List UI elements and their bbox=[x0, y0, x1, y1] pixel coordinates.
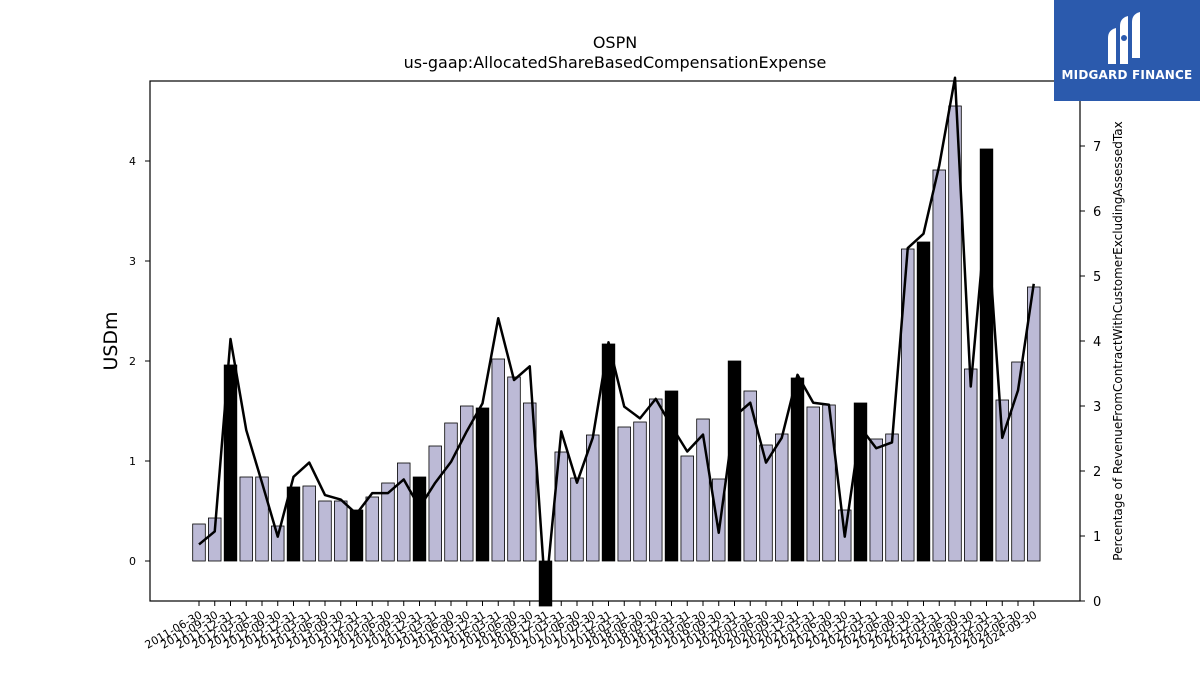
bar-2014-09-30 bbox=[397, 462, 411, 562]
bar-2011-12-31 bbox=[223, 364, 238, 562]
chart-title: OSPN bbox=[593, 33, 637, 52]
ratio-line bbox=[198, 76, 1035, 596]
chart-subtitle: us-gaap:AllocatedShareBasedCompensationE… bbox=[404, 53, 827, 72]
bar-2024-03-31 bbox=[995, 399, 1009, 562]
y-tick-label-left: 2 bbox=[129, 355, 136, 368]
bar-2012-06-30 bbox=[255, 476, 269, 562]
bar-2013-09-30 bbox=[334, 500, 348, 562]
bar-2013-06-30 bbox=[318, 500, 332, 562]
bar-2012-09-30 bbox=[271, 525, 285, 562]
bar-2014-06-30 bbox=[381, 482, 395, 562]
logo-mark-icon bbox=[1108, 12, 1140, 64]
y-tick-label-right: 5 bbox=[1093, 270, 1101, 285]
bar-2019-09-30 bbox=[712, 478, 726, 562]
bars bbox=[192, 105, 1041, 607]
bar-2012-12-31 bbox=[286, 486, 301, 562]
bar-2011-06-30 bbox=[192, 523, 206, 562]
bar-2020-03-31 bbox=[743, 390, 757, 562]
bar-2013-12-31 bbox=[349, 509, 364, 562]
bar-2022-03-31 bbox=[869, 438, 883, 562]
bar-2024-06-30 bbox=[1011, 361, 1025, 562]
y-tick-label-left: 3 bbox=[129, 255, 136, 268]
y-tick-label-right: 0 bbox=[1093, 595, 1101, 610]
bar-2018-03-31 bbox=[617, 426, 631, 562]
bar-2016-06-30 bbox=[507, 376, 521, 562]
bar-2014-03-31 bbox=[365, 496, 379, 562]
bar-2020-09-30 bbox=[775, 433, 789, 562]
bar-2013-03-31 bbox=[302, 485, 316, 562]
bar-2023-09-30 bbox=[964, 368, 978, 562]
bar-2020-06-30 bbox=[759, 444, 773, 562]
x-axis: 2011-06-302011-09-302011-12-312012-03-31… bbox=[143, 601, 1039, 652]
y-tick-label-right: 3 bbox=[1093, 400, 1101, 415]
bar-2019-03-31 bbox=[680, 455, 694, 562]
bar-2012-03-31 bbox=[239, 476, 253, 562]
bar-2015-12-31 bbox=[475, 407, 490, 562]
bar-2015-03-31 bbox=[428, 445, 442, 562]
logo-text: MIDGARD FINANCE bbox=[1061, 68, 1193, 82]
y-axis-label-right: Percentage of RevenueFromContractWithCus… bbox=[1111, 121, 1125, 560]
y-axis-left: 0 1 2 3 4 bbox=[129, 155, 150, 568]
y-tick-label-right: 4 bbox=[1093, 335, 1101, 350]
y-tick-label-left: 4 bbox=[129, 155, 136, 168]
y-tick-label-right: 6 bbox=[1093, 205, 1101, 220]
y-tick-label-left: 1 bbox=[129, 455, 136, 468]
bar-2016-09-30 bbox=[523, 402, 537, 562]
bar-2014-12-31 bbox=[412, 476, 427, 562]
bar-2022-12-31 bbox=[916, 241, 931, 562]
bar-2021-06-30 bbox=[822, 404, 836, 562]
bar-2018-06-30 bbox=[633, 421, 647, 562]
bar-2015-09-30 bbox=[460, 405, 474, 562]
bar-2017-06-30 bbox=[570, 477, 584, 562]
bar-2019-12-31 bbox=[727, 360, 742, 562]
bar-2024-09-30 bbox=[1027, 286, 1041, 562]
bar-2016-03-31 bbox=[491, 358, 505, 562]
bar-2021-03-31 bbox=[806, 406, 820, 562]
y-tick-label-right: 2 bbox=[1093, 465, 1101, 480]
bar-2023-03-31 bbox=[932, 169, 946, 562]
y-axis-label-left: USDm bbox=[100, 311, 122, 370]
bar-2020-12-31 bbox=[790, 377, 805, 562]
y-tick-label-right: 1 bbox=[1093, 530, 1101, 545]
bar-2023-06-30 bbox=[948, 105, 962, 562]
bar-2022-06-30 bbox=[885, 433, 899, 562]
brand-logo: MIDGARD FINANCE bbox=[1054, 0, 1200, 101]
y-tick-label-left: 0 bbox=[129, 555, 136, 568]
y-axis-right: 0 1 2 3 4 5 6 7 bbox=[1080, 140, 1101, 610]
bar-2015-06-30 bbox=[444, 422, 458, 562]
y-tick-label-right: 7 bbox=[1093, 140, 1101, 155]
bar-2018-09-30 bbox=[649, 398, 663, 562]
